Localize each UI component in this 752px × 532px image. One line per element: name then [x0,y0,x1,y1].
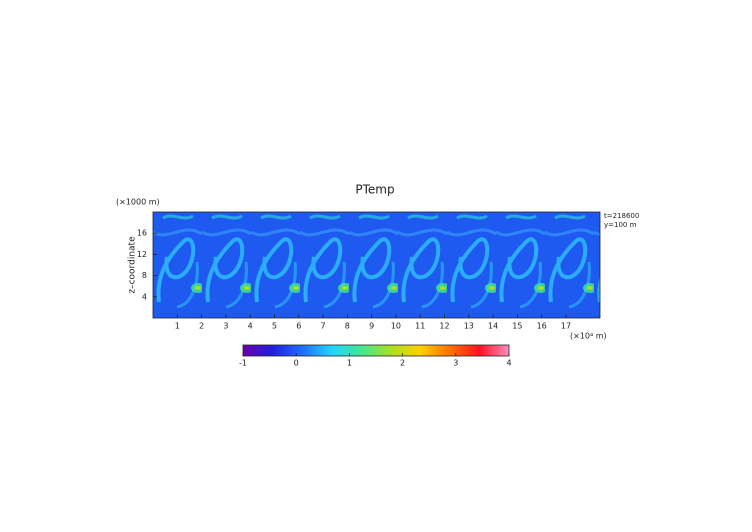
x-tick-label: 9 [369,322,374,331]
x-tick-label: 2 [199,322,204,331]
y-axis-label: z–coordinate [128,236,138,294]
x-tick-label: 6 [296,322,301,331]
colorbar-tick-label: 1 [347,359,352,368]
colorbar-tick-label: 0 [294,359,299,368]
x-tick-label: 14 [488,322,498,331]
x-axis-label: (×10⁴ m) [570,332,607,341]
y-tick-label: 16 [137,229,147,238]
annotation: y=100 m [604,221,637,229]
x-tick-label: 12 [439,322,449,331]
x-tick-label: 16 [537,322,547,331]
y-tick-label: 4 [142,292,147,301]
x-tick-label: 13 [464,322,474,331]
colorbar-tick-label: 3 [453,359,458,368]
x-tick-label: 15 [512,322,522,331]
x-tick-label: 1 [175,322,180,331]
colorbar-tick-label: 4 [506,359,511,368]
x-tick-label: 5 [272,322,277,331]
y-tick-label: 8 [142,271,147,280]
x-tick-label: 8 [345,322,350,331]
y-unit: (×1000 m) [116,198,160,207]
x-tick-label: 10 [391,322,401,331]
x-tick-label: 7 [321,322,326,331]
colorbar-tick-label: -1 [239,359,247,368]
y-tick-label: 12 [137,250,147,259]
colorbar-tick-label: 2 [400,359,405,368]
colorbar [242,344,510,357]
x-tick-label: 3 [223,322,228,331]
x-tick-label: 4 [248,322,253,331]
annotation: t=218600 [604,212,639,220]
x-tick-label: 17 [561,322,571,331]
x-tick-label: 11 [415,322,425,331]
field [152,211,601,319]
chart-title: PTemp [355,183,394,197]
